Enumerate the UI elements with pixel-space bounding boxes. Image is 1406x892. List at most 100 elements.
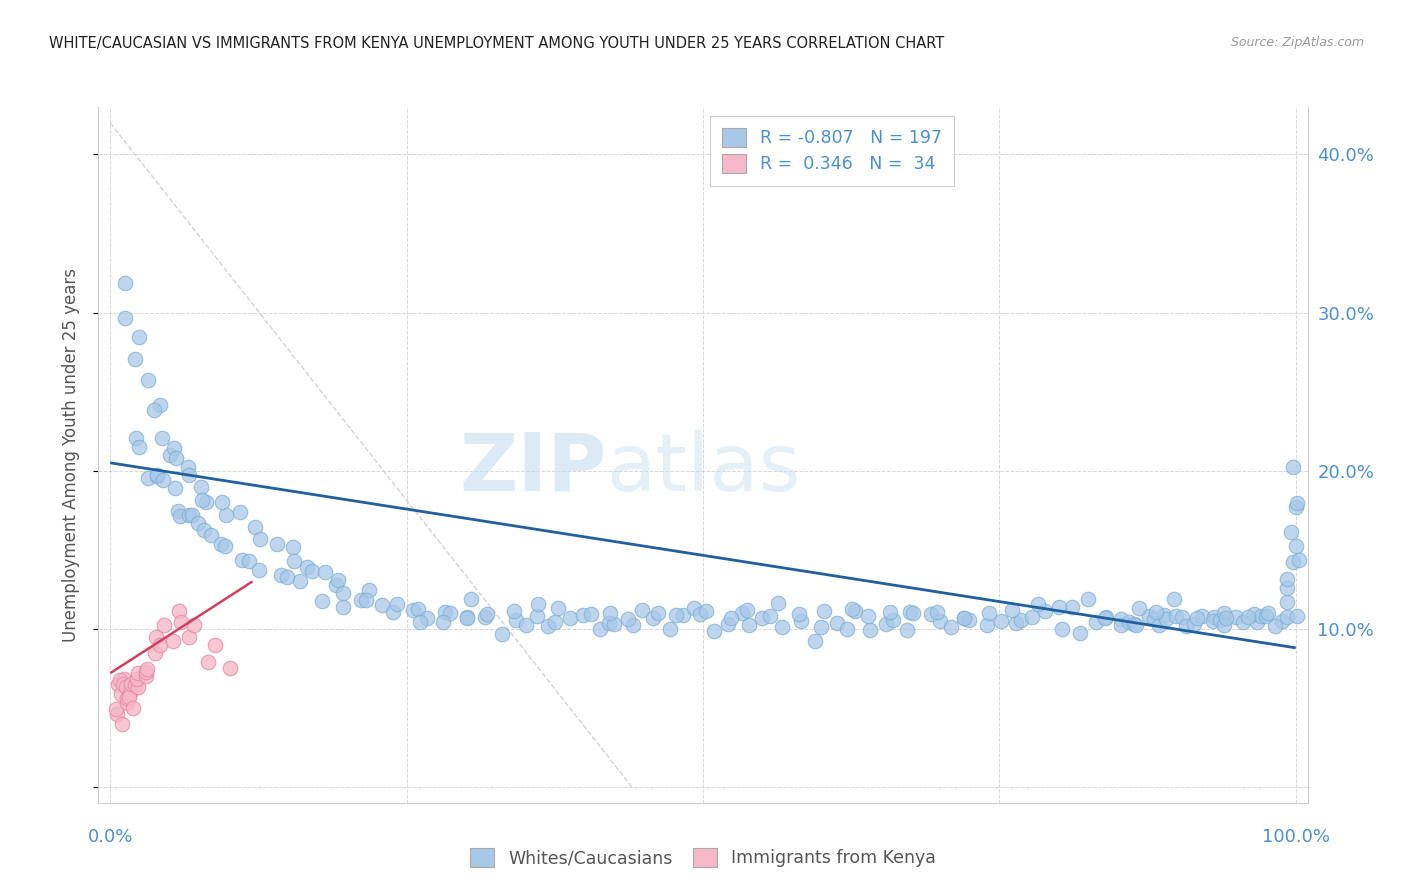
Point — [120, 677, 142, 691]
Point — [810, 620, 832, 634]
Point — [165, 450, 187, 465]
Point — [1001, 603, 1024, 617]
Point — [200, 527, 222, 541]
Point — [572, 608, 595, 623]
Point — [125, 431, 148, 445]
Point — [1026, 597, 1049, 611]
Point — [349, 593, 371, 607]
Point — [1232, 615, 1254, 630]
Point — [1225, 610, 1247, 624]
Point — [163, 441, 186, 455]
Point — [603, 617, 626, 632]
Text: 100.0%: 100.0% — [1261, 828, 1330, 846]
Point — [665, 607, 688, 622]
Point — [408, 601, 430, 615]
Point — [544, 615, 567, 629]
Point — [311, 594, 333, 608]
Point — [114, 311, 136, 326]
Point — [145, 630, 167, 644]
Point — [1060, 600, 1083, 615]
Point — [952, 611, 974, 625]
Text: Source: ZipAtlas.com: Source: ZipAtlas.com — [1230, 36, 1364, 49]
Point — [766, 596, 789, 610]
Point — [162, 634, 184, 648]
Point — [621, 618, 644, 632]
Point — [179, 467, 201, 482]
Point — [1128, 600, 1150, 615]
Point — [209, 537, 232, 551]
Point — [515, 618, 537, 632]
Point — [1185, 611, 1208, 625]
Point — [1264, 619, 1286, 633]
Point — [1149, 618, 1171, 632]
Point — [841, 601, 863, 615]
Point — [658, 622, 681, 636]
Point — [903, 606, 925, 620]
Point — [731, 606, 754, 620]
Point — [125, 672, 148, 686]
Point — [211, 495, 233, 509]
Point — [204, 638, 226, 652]
Point — [1033, 604, 1056, 618]
Point — [115, 696, 138, 710]
Point — [191, 493, 214, 508]
Point — [128, 440, 150, 454]
Point — [1202, 610, 1225, 624]
Point — [1271, 614, 1294, 628]
Point — [328, 573, 350, 587]
Point — [977, 606, 1000, 620]
Point — [990, 614, 1012, 628]
Point — [180, 508, 202, 522]
Point — [1208, 613, 1230, 627]
Point — [929, 614, 952, 628]
Point — [215, 508, 238, 522]
Point — [357, 583, 380, 598]
Point — [179, 508, 201, 522]
Point — [503, 604, 526, 618]
Point — [105, 706, 128, 721]
Point — [759, 609, 782, 624]
Point — [183, 618, 205, 632]
Point — [110, 673, 132, 688]
Point — [197, 655, 219, 669]
Point — [898, 605, 921, 619]
Point — [124, 678, 146, 692]
Point — [143, 403, 166, 417]
Point — [1286, 496, 1309, 510]
Point — [1286, 609, 1309, 624]
Point — [1282, 555, 1305, 569]
Point — [332, 585, 354, 599]
Point — [165, 481, 187, 495]
Point — [249, 532, 271, 546]
Point — [879, 605, 901, 619]
Point — [1254, 608, 1277, 623]
Point — [598, 616, 620, 631]
Point — [737, 603, 759, 617]
Point — [1143, 612, 1166, 626]
Point — [527, 597, 550, 611]
Point — [920, 607, 942, 621]
Point — [927, 606, 949, 620]
Point — [825, 615, 848, 630]
Point — [152, 473, 174, 487]
Point — [356, 593, 378, 607]
Point — [505, 613, 527, 627]
Point — [599, 606, 621, 620]
Point — [751, 611, 773, 625]
Point — [136, 471, 159, 485]
Point — [939, 620, 962, 634]
Point — [957, 613, 980, 627]
Point — [190, 480, 212, 494]
Point — [214, 539, 236, 553]
Point — [738, 618, 761, 632]
Text: 0.0%: 0.0% — [87, 828, 134, 846]
Point — [1212, 617, 1234, 632]
Point — [104, 702, 127, 716]
Point — [790, 615, 813, 629]
Point — [228, 505, 250, 519]
Point — [135, 662, 157, 676]
Point — [1213, 606, 1236, 620]
Point — [579, 607, 602, 621]
Point — [194, 494, 217, 508]
Point — [177, 630, 200, 644]
